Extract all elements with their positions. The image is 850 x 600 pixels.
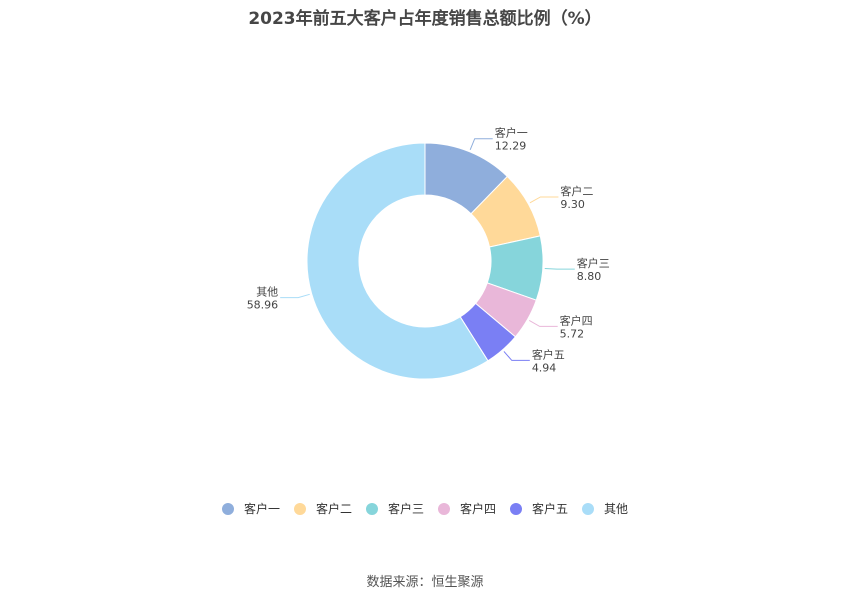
- legend-marker: [510, 502, 523, 515]
- legend-label: 客户三: [387, 502, 424, 516]
- slice-label-1: 客户一: [495, 126, 528, 140]
- legend-item-5[interactable]: 客户五: [510, 500, 568, 517]
- legend-label: 客户一: [243, 502, 280, 516]
- slice-label-6: 其他: [256, 286, 278, 299]
- legend-label: 其他: [604, 502, 629, 516]
- slice-label-5: 客户五: [532, 347, 565, 361]
- source-value: 恒生聚源: [431, 575, 484, 590]
- slice-value-1: 12.29: [495, 140, 527, 153]
- legend-item-3[interactable]: 客户三: [365, 500, 424, 517]
- slice-value-4: 5.72: [560, 327, 585, 340]
- legend-marker: [365, 502, 378, 515]
- legend-item-6[interactable]: 其他: [582, 500, 628, 517]
- slice-value-3: 8.80: [577, 270, 602, 283]
- legend: 客户一 客户二 客户三 客户四 客户五 其他: [0, 500, 850, 517]
- legend-marker: [293, 502, 306, 515]
- leader-line-6: [280, 293, 310, 299]
- leader-line-3: [544, 267, 575, 270]
- legend-marker: [582, 502, 595, 515]
- slice-value-6: 58.96: [247, 299, 279, 312]
- chart-title: 2023年前五大客户占年度销售总额比例（%）: [248, 9, 602, 29]
- legend-item-1[interactable]: 客户一: [221, 500, 280, 517]
- leader-line-2: [529, 196, 559, 204]
- legend-marker: [438, 502, 450, 515]
- leader-line-5: [503, 351, 530, 361]
- slice-value-5: 4.94: [532, 361, 557, 374]
- data-source: 数据来源：恒生聚源: [0, 571, 850, 590]
- legend-label: 客户四: [460, 502, 497, 516]
- slices-group: [306, 142, 544, 380]
- legend-item-2[interactable]: 客户二: [293, 500, 352, 517]
- source-label: 数据来源：: [366, 575, 432, 590]
- slice-value-2: 9.30: [560, 198, 585, 211]
- legend-label: 客户五: [532, 502, 569, 516]
- slice-label-3: 客户三: [577, 256, 610, 270]
- slice-6[interactable]: [306, 142, 489, 380]
- leader-line-1: [469, 138, 493, 151]
- slice-label-2: 客户二: [560, 184, 593, 198]
- leader-line-4: [529, 319, 558, 327]
- slice-label-4: 客户四: [560, 313, 593, 327]
- legend-marker: [221, 502, 234, 515]
- legend-label: 客户二: [315, 502, 352, 516]
- legend-item-4[interactable]: 客户四: [438, 500, 496, 517]
